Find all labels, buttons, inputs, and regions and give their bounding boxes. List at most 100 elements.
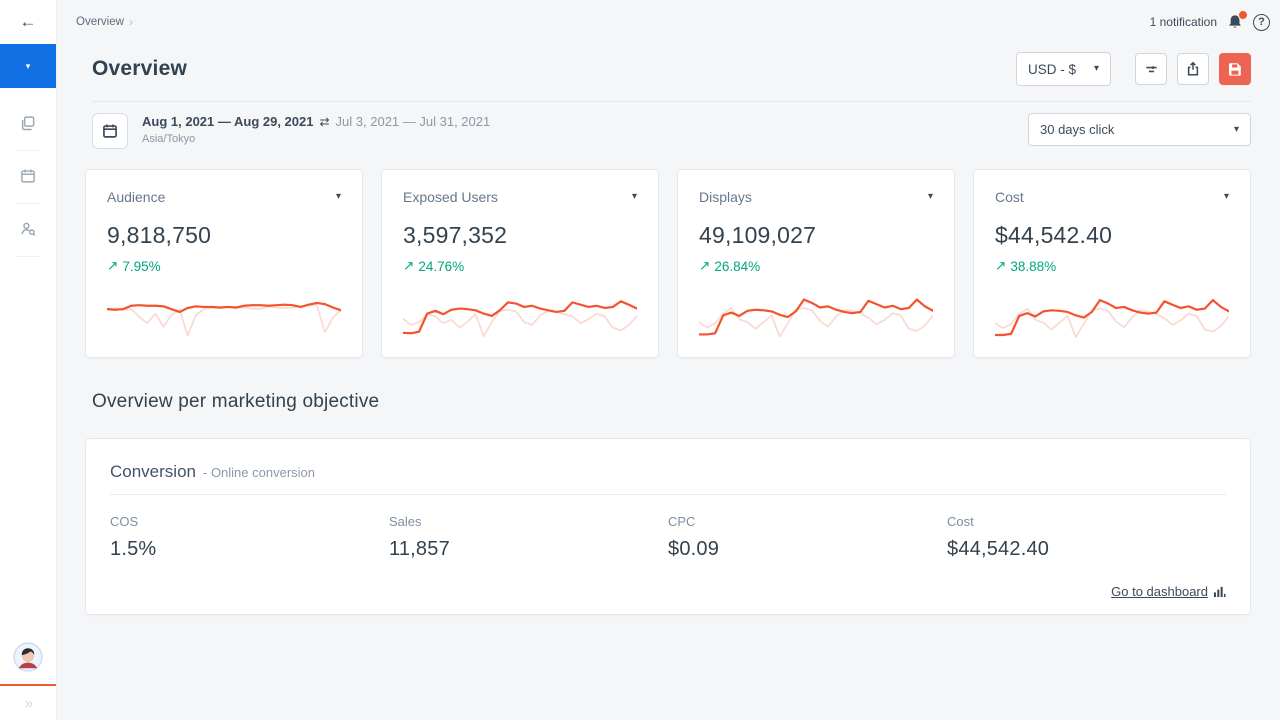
sidebar-nav xyxy=(0,114,56,273)
metric-label: Cost xyxy=(947,514,974,529)
filter-icon xyxy=(1145,65,1157,72)
date-range-compare: Jul 3, 2021 — Jul 31, 2021 xyxy=(335,114,491,129)
page-header: Overview USD - $ ▾ xyxy=(92,44,1251,102)
sidebar-accent-divider xyxy=(0,684,56,686)
back-button[interactable]: ← xyxy=(0,0,56,44)
person-search-icon xyxy=(19,220,37,240)
question-mark-icon: ? xyxy=(1258,16,1265,28)
metric-value: $44,542.40 xyxy=(995,222,1113,248)
objective-metric-cpc: CPC $0.09 xyxy=(668,514,947,561)
back-arrow-icon: ← xyxy=(19,12,37,31)
chevron-down-icon: ▾ xyxy=(1093,63,1099,74)
objective-metrics: COS 1.5% Sales 11,857 CPC $0.09 Cost $44… xyxy=(110,514,1226,561)
objective-metric-cos: COS 1.5% xyxy=(110,514,389,561)
metric-value: 1.5% xyxy=(110,538,157,560)
metric-value: 11,857 xyxy=(389,538,450,560)
trend-up-icon: ↗ xyxy=(995,258,1007,273)
breadcrumb-label: Overview xyxy=(76,16,124,28)
date-range-current: Aug 1, 2021 — Aug 29, 2021 xyxy=(142,114,314,129)
date-range-picker[interactable]: Aug 1, 2021 — Aug 29, 2021 ⇄ Jul 3, 2021… xyxy=(92,113,490,149)
chevron-down-icon[interactable]: ▾ xyxy=(927,191,933,202)
sparkline-chart xyxy=(107,280,341,342)
sidebar-item-active[interactable]: ▾ xyxy=(0,44,56,88)
sidebar-divider xyxy=(15,203,41,204)
user-avatar[interactable] xyxy=(13,642,43,672)
filter-row: Aug 1, 2021 — Aug 29, 2021 ⇄ Jul 3, 2021… xyxy=(92,113,1251,149)
metric-label: Cost xyxy=(995,189,1024,205)
metric-value: $44,542.40 xyxy=(947,538,1050,560)
metric-delta: 7.95% xyxy=(122,258,161,274)
breadcrumb[interactable]: Overview › xyxy=(76,15,133,29)
filter-button[interactable] xyxy=(1135,53,1167,85)
trend-up-icon: ↗ xyxy=(107,258,119,273)
currency-select-value: USD - $ xyxy=(1028,61,1077,77)
main-area: Overview › 1 notification ? Overview U xyxy=(57,0,1280,720)
bell-icon xyxy=(1229,15,1241,28)
go-to-dashboard-link[interactable]: Go to dashboard xyxy=(1111,584,1208,599)
chevron-down-icon[interactable]: ▾ xyxy=(335,191,341,202)
sidebar-divider xyxy=(15,256,41,257)
metric-label: Exposed Users xyxy=(403,189,498,205)
notifications-button[interactable] xyxy=(1226,10,1248,31)
metric-label: Sales xyxy=(389,514,422,529)
sidebar-item-audience-search[interactable] xyxy=(0,220,56,240)
content: Overview USD - $ ▾ xyxy=(57,44,1280,615)
sidebar-item-calendar[interactable] xyxy=(0,167,56,187)
calendar-button[interactable] xyxy=(92,113,128,149)
compare-arrows-icon: ⇄ xyxy=(319,114,330,129)
metric-label: Displays xyxy=(699,189,752,205)
objective-metric-sales: Sales 11,857 xyxy=(389,514,668,561)
sidebar: ← ▾ » xyxy=(0,0,57,720)
metric-cards-row: Audience ▾ 9,818,750 ↗ 7.95% Exposed Use… xyxy=(85,169,1251,358)
attribution-select[interactable]: 30 days click ▾ xyxy=(1028,113,1251,146)
pages-icon xyxy=(19,114,37,134)
metric-card-cost: Cost ▾ $44,542.40 ↗ 38.88% xyxy=(973,169,1251,358)
sidebar-divider xyxy=(15,150,41,151)
section-title: Overview per marketing objective xyxy=(92,391,380,412)
currency-select[interactable]: USD - $ ▾ xyxy=(1016,52,1111,86)
collapse-sidebar-button[interactable]: » xyxy=(0,686,56,720)
metric-label: CPC xyxy=(668,514,696,529)
chevron-down-icon: ▾ xyxy=(25,60,31,71)
objective-title: Conversion xyxy=(110,462,196,481)
metric-delta: 26.84% xyxy=(714,258,761,274)
metric-label: Audience xyxy=(107,189,166,205)
sparkline-chart xyxy=(403,280,637,342)
date-range-text: Aug 1, 2021 — Aug 29, 2021 ⇄ Jul 3, 2021… xyxy=(142,113,490,145)
conversion-objective-card: Conversion - Online conversion COS 1.5% … xyxy=(85,438,1251,615)
notification-dot xyxy=(1238,10,1248,20)
share-icon xyxy=(1187,61,1199,76)
sparkline-chart xyxy=(699,280,933,342)
header-actions: USD - $ ▾ xyxy=(1016,52,1251,86)
page-title: Overview xyxy=(92,57,187,80)
timezone-label: Asia/Tokyo xyxy=(142,133,196,145)
calendar-icon xyxy=(103,124,117,138)
chevron-down-icon[interactable]: ▾ xyxy=(1223,191,1229,202)
objective-metric-cost: Cost $44,542.40 xyxy=(947,514,1226,561)
calendar-icon xyxy=(19,167,37,187)
sparkline-chart xyxy=(995,280,1229,342)
metric-value: $0.09 xyxy=(668,538,720,560)
help-button[interactable]: ? xyxy=(1253,13,1270,31)
chevron-down-icon[interactable]: ▾ xyxy=(631,191,637,202)
trend-up-icon: ↗ xyxy=(403,258,415,273)
breadcrumb-chevron-icon: › xyxy=(128,15,133,29)
chevron-down-icon: ▾ xyxy=(1233,123,1239,135)
metric-card-displays: Displays ▾ 49,109,027 ↗ 26.84% xyxy=(677,169,955,358)
attribution-select-value: 30 days click xyxy=(1040,122,1115,137)
metric-delta: 38.88% xyxy=(1010,258,1057,274)
trend-up-icon: ↗ xyxy=(699,258,711,273)
metric-label: COS xyxy=(110,514,139,529)
metric-value: 9,818,750 xyxy=(107,222,212,248)
metric-value: 3,597,352 xyxy=(403,222,508,248)
topbar: Overview › 1 notification ? xyxy=(57,0,1280,44)
save-button[interactable] xyxy=(1219,53,1251,85)
save-floppy-icon xyxy=(1229,63,1241,76)
metric-delta: 24.76% xyxy=(418,258,465,274)
objective-subtitle: - Online conversion xyxy=(203,465,315,480)
bar-chart-icon xyxy=(1213,586,1226,598)
export-button[interactable] xyxy=(1177,53,1209,85)
sidebar-item-pages[interactable] xyxy=(0,114,56,134)
double-chevron-icon: » xyxy=(24,694,33,712)
metric-value: 49,109,027 xyxy=(699,222,817,248)
